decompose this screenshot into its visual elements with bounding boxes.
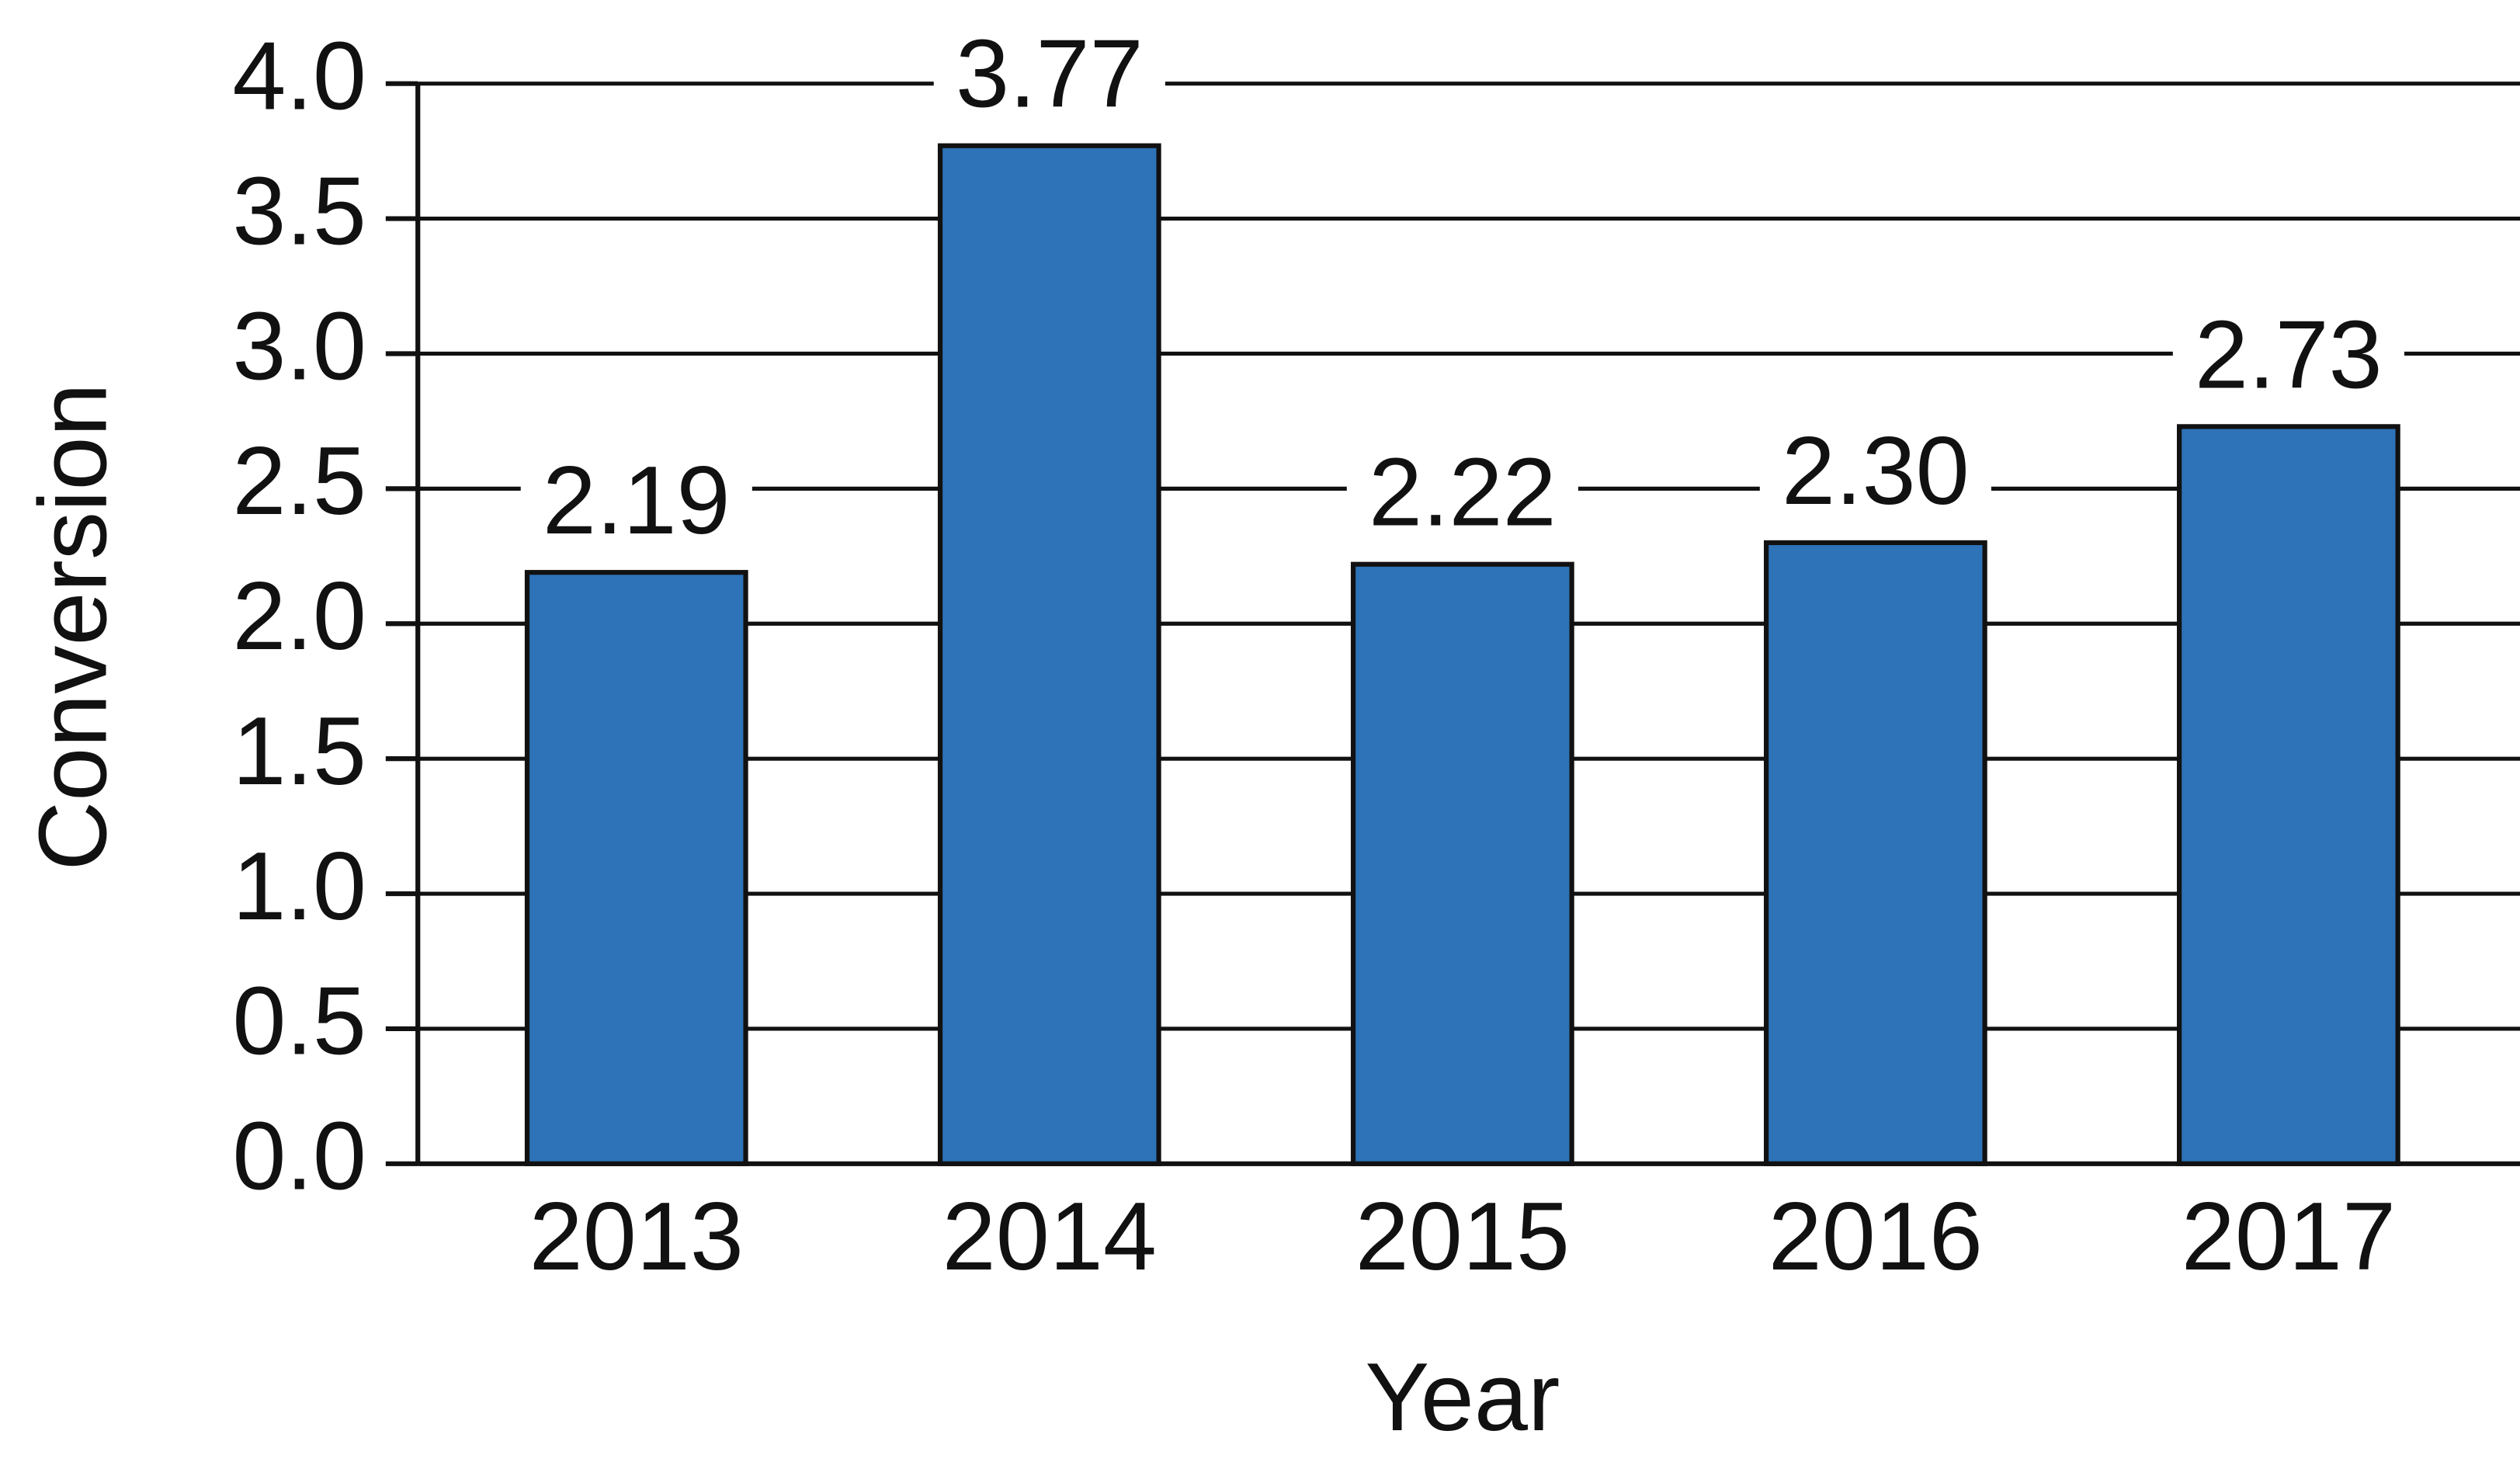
value-label-bg: [1346, 448, 1578, 549]
bar: [1350, 561, 1574, 1166]
value-label-bg: [2172, 311, 2404, 411]
bar: [1763, 540, 1987, 1166]
y-axis-label: Conversion: [19, 383, 127, 870]
x-tick-label: 2017: [2182, 1183, 2396, 1290]
y-tick-label: 2.0: [232, 563, 366, 670]
value-label: 3.77: [956, 21, 1144, 128]
value-label: 2.73: [2195, 301, 2383, 408]
value-label-bg: [933, 30, 1165, 130]
y-tick-label: 1.5: [232, 698, 366, 805]
value-label-bg: [1759, 426, 1991, 527]
y-tick-label: 2.5: [232, 428, 366, 535]
y-tick-label: 3.0: [232, 293, 366, 400]
y-tick-label: 0.0: [232, 1103, 366, 1210]
y-tick-label: 0.5: [232, 968, 366, 1075]
x-axis-label: Year: [1365, 1344, 1560, 1451]
value-label-bg: [520, 457, 752, 557]
x-tick-label: 2013: [529, 1183, 744, 1290]
y-tick-label: 1.0: [232, 833, 366, 940]
x-tick-label: 2015: [1355, 1183, 1570, 1290]
value-label: 2.22: [1369, 439, 1557, 547]
bar: [2177, 424, 2400, 1166]
x-tick-label: 2014: [942, 1183, 1157, 1290]
bar: [524, 570, 748, 1166]
x-tick-label: 2016: [1769, 1183, 1983, 1290]
y-tick-label: 3.5: [232, 158, 366, 265]
y-tick-label: 4.0: [232, 23, 366, 130]
value-label: 2.30: [1782, 418, 1970, 525]
bar: [937, 143, 1161, 1166]
value-label: 2.19: [543, 447, 731, 554]
